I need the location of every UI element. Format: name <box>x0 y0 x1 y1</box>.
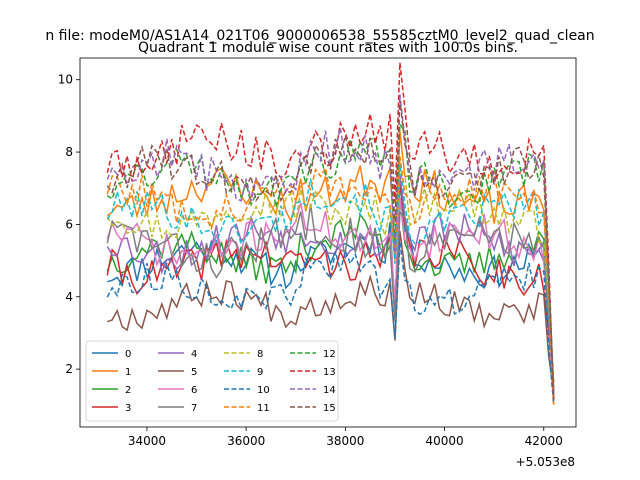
series-line-11 <box>106 156 555 405</box>
legend-label-2: 2 <box>125 385 131 396</box>
y-axis-ticks: 2 4 6 8 10 <box>58 73 80 376</box>
x-tick-label: 42000 <box>525 434 563 448</box>
legend-label-10: 10 <box>257 385 270 396</box>
legend-label-12: 12 <box>323 349 336 360</box>
legend-label-7: 7 <box>191 403 197 414</box>
legend-label-1: 1 <box>125 367 131 378</box>
y-tick-label: 8 <box>65 145 73 159</box>
legend-label-14: 14 <box>323 385 336 396</box>
axes-frame <box>79 57 577 428</box>
y-tick-label: 6 <box>65 217 73 231</box>
legend-label-6: 6 <box>191 385 197 396</box>
y-tick-label: 4 <box>65 290 73 304</box>
plot-area <box>106 62 555 405</box>
series-line-13 <box>106 62 555 401</box>
series-line-0 <box>107 181 555 392</box>
series-line-9 <box>106 163 555 396</box>
legend-label-15: 15 <box>323 403 336 414</box>
series-line-8 <box>106 169 555 383</box>
legend-label-9: 9 <box>257 367 263 378</box>
legend-label-4: 4 <box>191 349 197 360</box>
legend-label-3: 3 <box>125 403 131 414</box>
x-axis-offset-label: +5.053e8 <box>516 455 575 469</box>
legend-label-8: 8 <box>257 349 263 360</box>
figure-suptitle: n file: modeM0/AS1A14_021T06_9000006538_… <box>45 28 594 44</box>
series-line-10 <box>106 242 555 405</box>
series-line-2 <box>106 198 555 401</box>
series-line-5 <box>107 231 555 392</box>
series-line-12 <box>106 122 555 388</box>
series-line-7 <box>106 204 555 383</box>
x-axis-ticks: 34000 36000 38000 40000 42000 <box>128 427 563 448</box>
legend-box <box>85 340 339 422</box>
series-line-15 <box>106 100 555 401</box>
legend-label-5: 5 <box>191 367 197 378</box>
legend-label-11: 11 <box>257 403 270 414</box>
x-tick-label: 38000 <box>326 434 364 448</box>
series-line-14 <box>106 94 555 396</box>
x-tick-label: 34000 <box>128 434 166 448</box>
chart-title: Quadrant 1 module wise count rates with … <box>138 40 518 56</box>
legend-label-0: 0 <box>125 349 131 360</box>
x-tick-label: 40000 <box>425 434 463 448</box>
legend-label-13: 13 <box>323 367 336 378</box>
y-tick-label: 2 <box>65 362 73 376</box>
x-tick-label: 36000 <box>227 434 265 448</box>
y-tick-label: 10 <box>58 73 73 87</box>
